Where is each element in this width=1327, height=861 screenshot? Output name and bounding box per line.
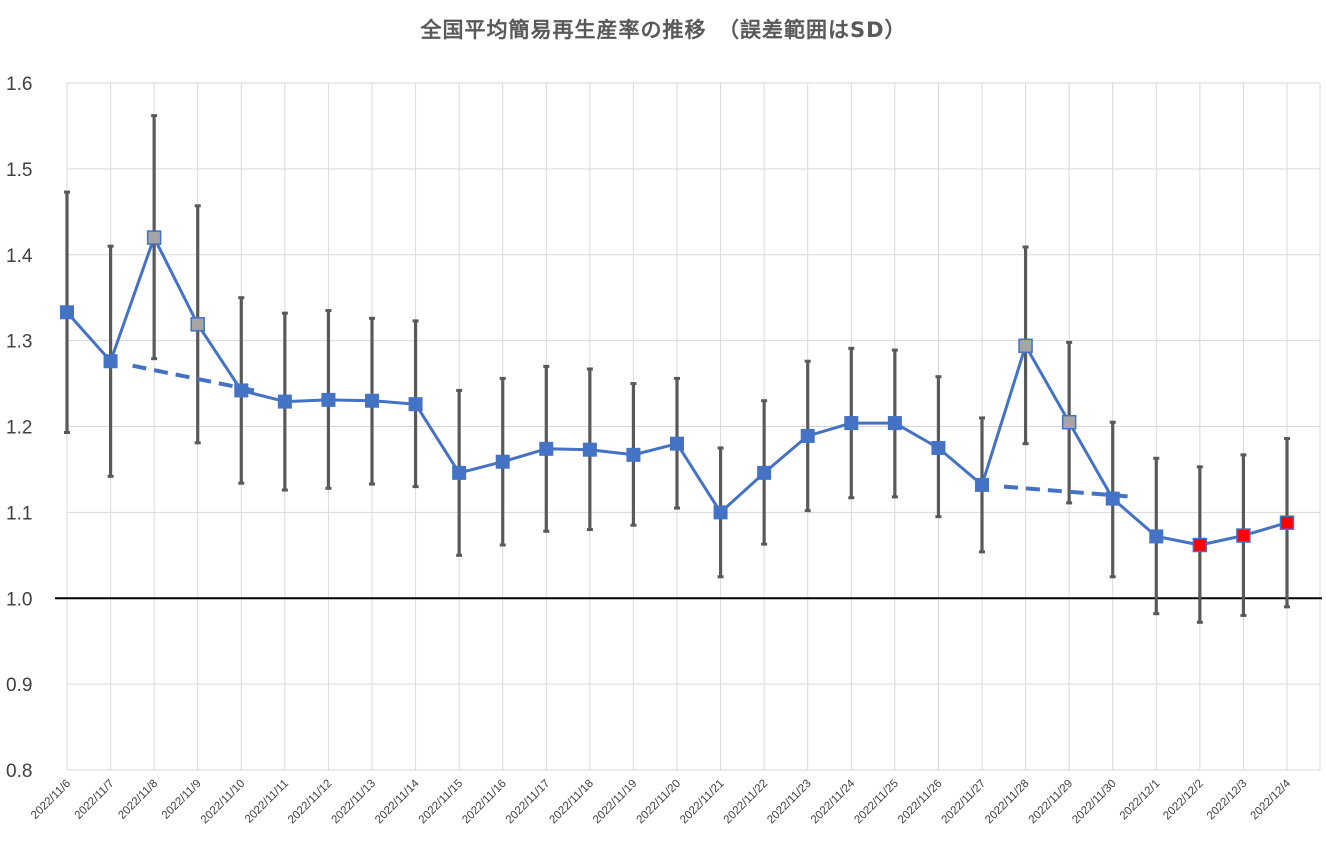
x-tick-label: 2022/12/3 <box>1205 778 1250 823</box>
data-point-marker <box>277 394 292 409</box>
data-point-marker <box>800 428 815 443</box>
data-point-marker <box>713 505 728 520</box>
y-tick-label: 1.3 <box>6 332 32 353</box>
x-tick-label: 2022/11/19 <box>591 778 640 827</box>
x-tick-label: 2022/11/23 <box>765 778 814 827</box>
data-point-marker <box>146 230 162 245</box>
x-tick-label: 2022/11/8 <box>116 778 160 822</box>
y-tick-label: 0.9 <box>6 675 32 696</box>
x-tick-label: 2022/11/22 <box>722 778 771 827</box>
x-tick-label: 2022/11/9 <box>160 778 204 822</box>
x-tick-label: 2022/11/27 <box>940 778 989 827</box>
x-tick-label: 2022/12/4 <box>1248 777 1293 822</box>
data-point-marker <box>365 393 379 408</box>
data-point-marker <box>1105 491 1120 506</box>
y-tick-label: 1.6 <box>6 74 32 95</box>
data-point-marker <box>234 383 249 398</box>
data-point-marker <box>670 436 684 451</box>
data-point-marker <box>190 317 205 332</box>
x-tick-label: 2022/12/2 <box>1161 778 1206 823</box>
data-point-marker <box>1279 515 1295 530</box>
data-point-marker <box>60 305 74 320</box>
x-tick-label: 2022/11/21 <box>678 778 727 827</box>
data-point-marker <box>408 397 423 412</box>
data-point-marker <box>103 354 118 369</box>
y-tick-labels: 0.8 0.9 1.0 1.1 1.2 1.3 1.4 1.5 1.6 <box>6 74 33 782</box>
x-tick-label: 2022/11/24 <box>809 777 858 826</box>
data-point-marker <box>452 465 467 480</box>
x-tick-label: 2022/11/14 <box>373 777 422 826</box>
x-tick-label: 2022/11/26 <box>896 778 945 827</box>
data-point-marker <box>757 465 772 480</box>
y-tick-label: 1.2 <box>6 418 32 439</box>
x-tick-label: 2022/11/6 <box>29 778 73 822</box>
data-point-marker <box>1192 537 1208 553</box>
x-tick-label: 2022/11/18 <box>547 778 596 827</box>
data-point-marker <box>887 416 902 431</box>
x-tick-label: 2022/11/30 <box>1070 778 1119 827</box>
data-point-marker <box>844 416 859 431</box>
x-tick-label: 2022/11/7 <box>73 778 117 822</box>
data-point-marker <box>931 440 946 455</box>
x-tick-label: 2022/11/15 <box>417 778 466 827</box>
x-tick-label: 2022/11/29 <box>1027 778 1076 827</box>
data-point-marker <box>1061 414 1077 430</box>
x-tick-label: 2022/11/17 <box>504 778 553 827</box>
y-tick-label: 1.4 <box>6 246 33 267</box>
y-tick-label: 1.5 <box>6 160 32 181</box>
data-point-marker <box>626 447 641 462</box>
data-point-marker <box>1018 338 1033 354</box>
x-tick-labels: 2022/11/6 2022/11/7 2022/11/8 2022/11/92022… <box>29 777 1293 826</box>
x-tick-label: 2022/11/28 <box>983 778 1032 827</box>
grid-lines <box>66 82 1321 771</box>
y-tick-label: 0.8 <box>6 761 32 782</box>
data-point-marker <box>582 442 597 457</box>
x-tick-label: 2022/11/20 <box>635 778 684 827</box>
data-point-marker <box>495 454 510 469</box>
x-tick-label: 2022/11/11 <box>243 778 291 826</box>
x-tick-label: 2022/12/1 <box>1118 778 1163 823</box>
series-markers <box>60 230 1295 553</box>
chart-title: 全国平均簡易再生産率の推移 （誤差範囲はSD） <box>420 18 907 42</box>
data-point-marker <box>321 392 336 407</box>
y-tick-label: 1.0 <box>6 589 32 610</box>
data-point-marker <box>539 441 554 456</box>
x-tick-label: 2022/11/10 <box>199 778 248 827</box>
x-tick-label: 2022/11/25 <box>852 778 901 827</box>
x-tick-label: 2022/11/13 <box>330 778 379 827</box>
data-point-marker <box>1236 528 1251 543</box>
data-point-marker <box>1149 529 1164 544</box>
x-tick-label: 2022/11/12 <box>286 778 335 827</box>
x-tick-label: 2022/11/16 <box>460 778 509 827</box>
y-tick-label: 1.1 <box>6 503 32 524</box>
data-point-marker <box>975 477 989 492</box>
